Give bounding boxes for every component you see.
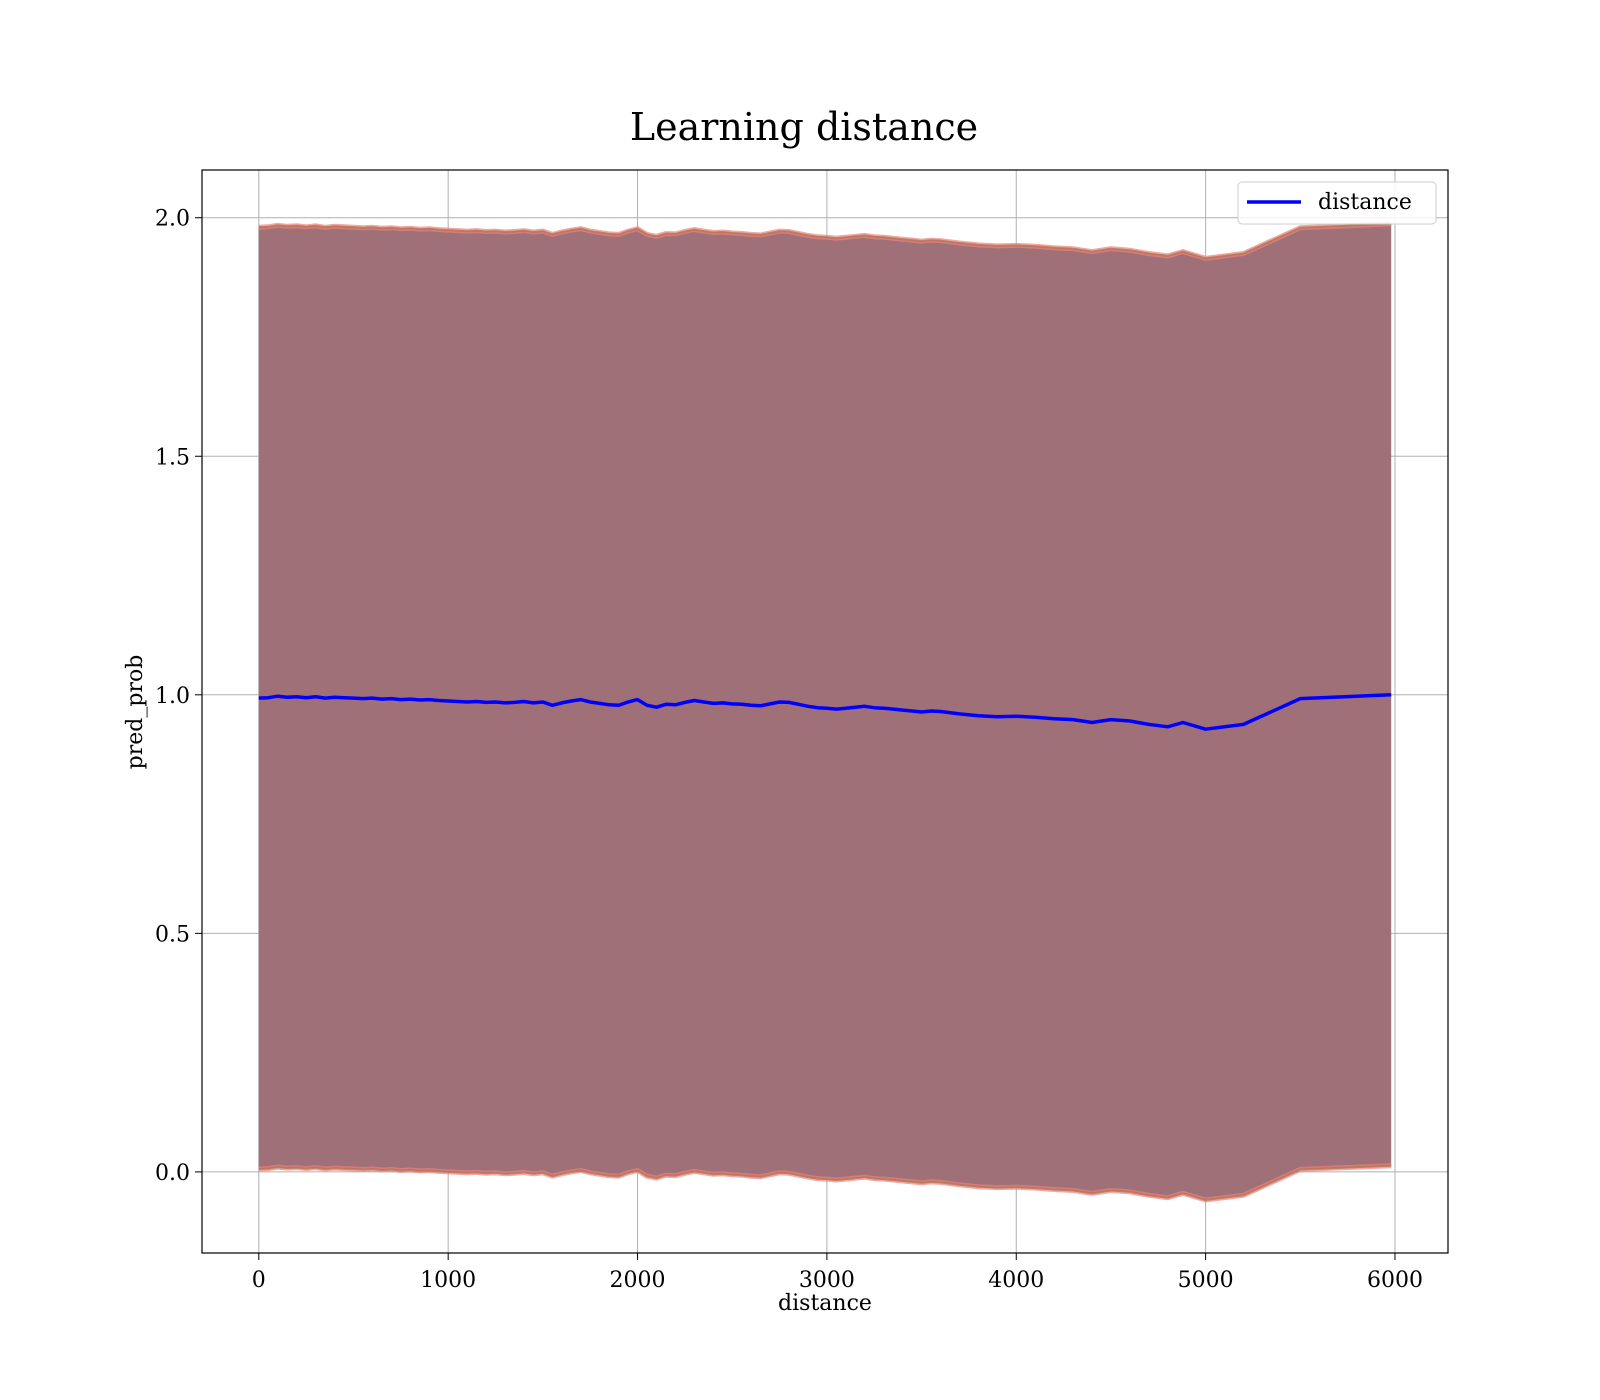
series-line-distance (258, 693, 1392, 731)
y-axis-label: pred_prob (123, 655, 148, 770)
legend-label-distance: distance (1318, 190, 1412, 215)
y-tick-label: 1.5 (155, 445, 190, 470)
x-tick-label: 2000 (610, 1268, 666, 1293)
x-tick-label: 4000 (988, 1268, 1044, 1293)
y-tick-label: 1.0 (155, 684, 190, 709)
series-lines (258, 693, 1392, 731)
legend: distance (1237, 181, 1437, 225)
plot-frame (201, 169, 1449, 1254)
confidence-band (258, 221, 1392, 1203)
y-tick-label: 2.0 (155, 207, 190, 232)
x-tick-label: 3000 (799, 1268, 855, 1293)
x-axis-label: distance (778, 1291, 872, 1316)
x-tick-label: 1000 (420, 1268, 476, 1293)
legend-box (1237, 181, 1437, 225)
band-lower-inner (258, 1164, 1392, 1202)
y-axis: 0.0 0.5 1.0 1.5 2.0 (155, 207, 202, 1186)
y-tick-label: 0.5 (155, 922, 190, 947)
band-area (258, 223, 1392, 1200)
band-upper-inner (258, 222, 1392, 260)
y-tick-label: 0.0 (155, 1161, 190, 1186)
x-axis: 0 1000 2000 3000 4000 5000 6000 (252, 1253, 1423, 1293)
chart-title: Learning distance (630, 105, 978, 149)
x-tick-label: 5000 (1178, 1268, 1234, 1293)
x-tick-label: 6000 (1367, 1268, 1423, 1293)
x-tick-label: 0 (252, 1268, 266, 1293)
